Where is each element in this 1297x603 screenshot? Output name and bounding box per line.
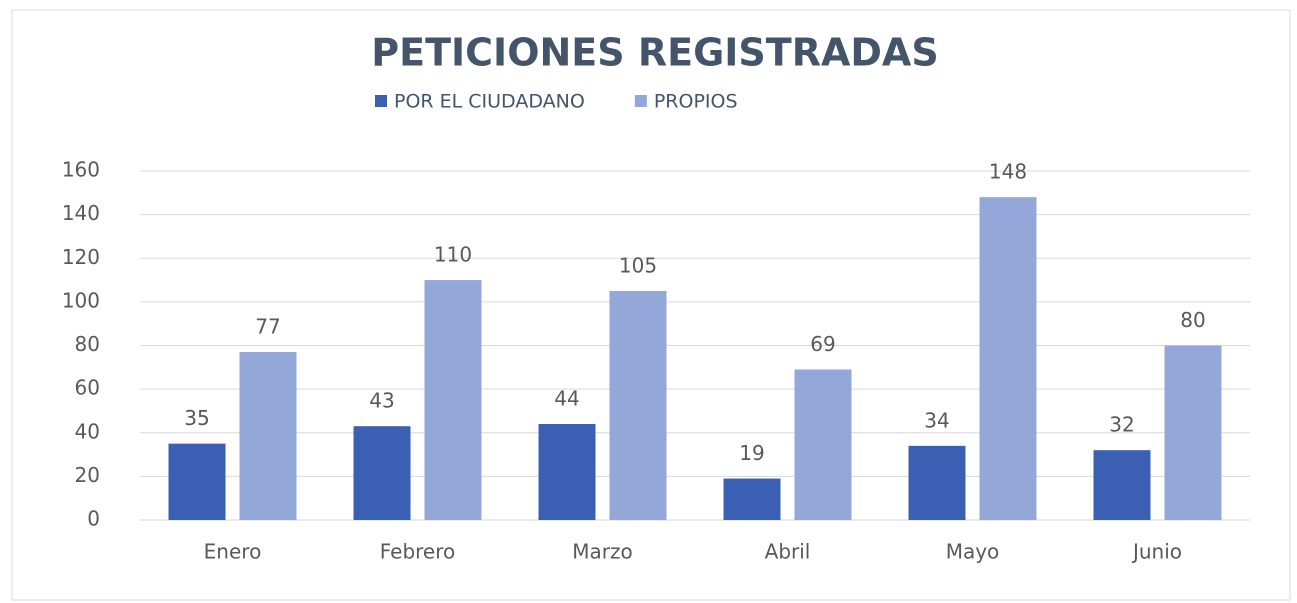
- x-tick-label: Enero: [204, 540, 262, 564]
- data-label: 34: [924, 408, 949, 432]
- legend-label: PROPIOS: [654, 91, 738, 113]
- x-tick-label: Abril: [765, 540, 811, 564]
- data-label: 105: [619, 253, 657, 277]
- bar: [723, 478, 781, 520]
- bar: [168, 443, 226, 520]
- data-label: 77: [255, 315, 280, 339]
- bar: [538, 424, 596, 520]
- y-tick-label: 40: [75, 419, 100, 443]
- data-label: 43: [369, 389, 394, 413]
- data-label: 69: [810, 332, 835, 356]
- bar: [794, 369, 852, 520]
- legend-swatch: [634, 95, 647, 107]
- data-label: 19: [739, 441, 764, 465]
- y-tick-label: 140: [62, 201, 100, 225]
- y-tick-label: 120: [62, 245, 100, 269]
- y-tick-label: 100: [62, 288, 100, 312]
- chart-frame: [11, 9, 1291, 601]
- x-tick-label: Junio: [1131, 540, 1182, 564]
- y-tick-label: 20: [75, 463, 100, 487]
- legend-label: POR EL CIUDADANO: [394, 91, 585, 113]
- data-label: 32: [1109, 413, 1134, 437]
- bar: [979, 197, 1037, 521]
- data-label: 35: [184, 406, 209, 430]
- data-label: 148: [989, 160, 1027, 184]
- bar: [424, 280, 482, 520]
- bar: [239, 352, 297, 520]
- chart-title: PETICIONES REGISTRADAS: [371, 31, 938, 75]
- bar: [353, 426, 411, 520]
- bar: [1093, 450, 1151, 520]
- y-tick-label: 160: [62, 158, 100, 182]
- bar: [908, 445, 966, 520]
- data-label: 80: [1180, 308, 1205, 332]
- x-tick-label: Marzo: [572, 540, 632, 564]
- bar: [1164, 345, 1222, 520]
- bar: [609, 290, 667, 520]
- data-label: 44: [554, 387, 579, 411]
- data-label: 110: [434, 243, 472, 267]
- legend-swatch: [375, 95, 387, 107]
- y-tick-label: 80: [75, 332, 100, 356]
- y-tick-label: 60: [75, 376, 100, 400]
- x-tick-label: Febrero: [380, 540, 456, 564]
- x-tick-label: Mayo: [946, 540, 1000, 564]
- y-tick-label: 0: [87, 507, 100, 531]
